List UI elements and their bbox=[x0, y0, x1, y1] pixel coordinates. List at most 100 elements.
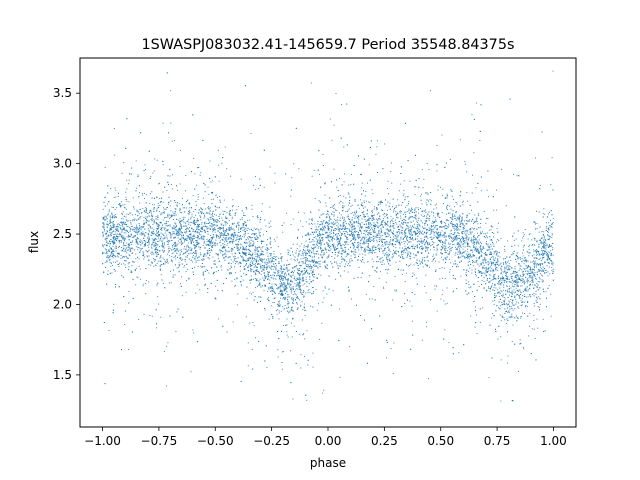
data-point bbox=[195, 247, 197, 249]
data-point bbox=[301, 261, 303, 263]
data-point bbox=[169, 218, 171, 220]
data-point bbox=[339, 224, 341, 226]
data-point bbox=[521, 240, 523, 242]
data-point bbox=[319, 228, 321, 230]
data-point bbox=[390, 171, 392, 173]
data-point bbox=[444, 227, 446, 229]
data-point bbox=[542, 250, 544, 252]
data-point bbox=[305, 240, 307, 242]
data-point bbox=[486, 237, 488, 239]
data-point bbox=[178, 265, 180, 267]
data-point bbox=[175, 214, 177, 216]
data-point bbox=[429, 199, 431, 201]
data-point bbox=[112, 224, 114, 226]
data-point bbox=[501, 168, 503, 170]
data-point bbox=[244, 249, 246, 251]
data-point bbox=[476, 314, 478, 316]
data-point bbox=[363, 200, 365, 202]
data-point bbox=[387, 261, 389, 263]
data-point bbox=[239, 281, 241, 283]
data-point bbox=[525, 287, 527, 289]
data-point bbox=[349, 259, 351, 261]
data-point bbox=[155, 242, 157, 244]
data-point bbox=[210, 241, 212, 243]
data-point bbox=[345, 246, 347, 248]
data-point bbox=[304, 250, 306, 252]
data-point bbox=[118, 262, 120, 264]
data-point bbox=[336, 237, 338, 239]
data-point bbox=[190, 247, 192, 249]
data-point bbox=[341, 255, 343, 257]
data-point bbox=[319, 235, 321, 237]
data-point bbox=[429, 233, 431, 235]
data-point bbox=[389, 220, 391, 222]
data-point bbox=[138, 231, 140, 233]
data-point bbox=[228, 214, 230, 216]
data-point bbox=[171, 227, 173, 229]
data-point bbox=[207, 207, 209, 209]
data-point bbox=[275, 256, 277, 258]
data-point bbox=[305, 221, 307, 223]
data-point bbox=[388, 255, 390, 257]
data-point bbox=[136, 209, 138, 211]
data-point bbox=[488, 377, 490, 379]
data-point bbox=[302, 276, 304, 278]
data-point bbox=[283, 277, 285, 279]
data-point bbox=[527, 274, 529, 276]
data-point bbox=[331, 226, 333, 228]
data-point bbox=[105, 215, 107, 217]
data-point bbox=[551, 269, 553, 271]
data-point bbox=[224, 238, 226, 240]
data-point bbox=[118, 203, 120, 205]
data-point bbox=[483, 260, 485, 262]
data-point bbox=[299, 281, 301, 283]
data-point bbox=[223, 226, 225, 228]
data-point bbox=[366, 213, 368, 215]
data-point bbox=[351, 226, 353, 228]
data-point bbox=[350, 250, 352, 252]
data-point bbox=[280, 275, 282, 277]
data-point bbox=[432, 220, 434, 222]
data-point bbox=[487, 243, 489, 245]
data-point bbox=[227, 222, 229, 224]
data-point bbox=[175, 258, 177, 260]
data-point bbox=[402, 223, 404, 225]
data-point bbox=[366, 246, 368, 248]
data-point bbox=[131, 241, 133, 243]
data-point bbox=[222, 210, 224, 212]
data-point bbox=[194, 247, 196, 249]
data-point bbox=[537, 268, 539, 270]
data-point bbox=[295, 280, 297, 281]
data-point bbox=[416, 238, 418, 240]
data-point bbox=[199, 174, 201, 176]
data-point bbox=[171, 234, 173, 236]
data-point bbox=[268, 262, 270, 264]
data-point bbox=[157, 240, 159, 242]
data-point bbox=[403, 219, 405, 221]
data-point bbox=[406, 239, 408, 241]
data-point bbox=[376, 213, 378, 215]
data-point bbox=[254, 251, 256, 253]
data-point bbox=[347, 238, 349, 240]
data-point bbox=[224, 244, 226, 246]
data-point bbox=[371, 215, 373, 217]
data-point bbox=[193, 216, 195, 218]
data-point bbox=[449, 233, 451, 235]
data-point bbox=[416, 220, 418, 222]
data-point bbox=[330, 233, 332, 234]
data-point bbox=[231, 218, 233, 220]
data-point bbox=[194, 256, 196, 258]
data-point bbox=[214, 243, 216, 245]
data-point bbox=[336, 209, 338, 211]
data-point bbox=[263, 240, 265, 242]
data-point bbox=[138, 258, 140, 260]
data-point bbox=[244, 267, 246, 269]
data-point bbox=[291, 280, 293, 282]
data-point bbox=[179, 211, 181, 213]
data-point bbox=[543, 234, 545, 236]
data-point bbox=[295, 266, 297, 268]
data-point bbox=[240, 262, 242, 264]
data-point bbox=[159, 260, 161, 262]
data-point bbox=[400, 204, 402, 206]
data-point bbox=[399, 247, 401, 249]
